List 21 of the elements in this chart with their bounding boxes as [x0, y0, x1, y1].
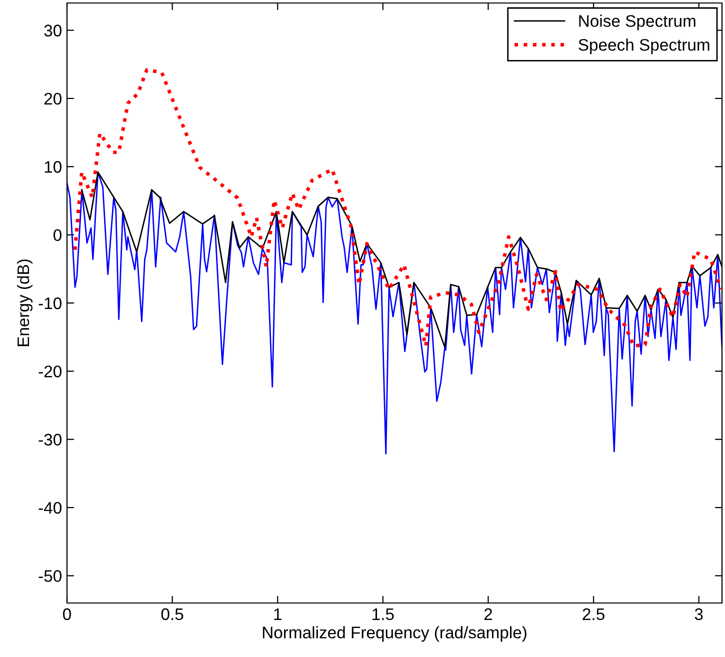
y-axis-title: Energy (dB) — [16, 260, 32, 346]
legend-label: Noise Spectrum — [579, 14, 696, 30]
x-tick-label: 0 — [63, 608, 71, 620]
y-tick-label: -50 — [38, 570, 62, 582]
y-tick-label: 20 — [44, 92, 62, 105]
y-tick-label: -10 — [38, 297, 62, 310]
x-tick-label: 2.5 — [582, 608, 604, 620]
y-tick-label: 10 — [44, 161, 62, 173]
legend-label: Speech Spectrum — [578, 38, 710, 54]
x-tick-label: 0.5 — [161, 608, 184, 620]
y-tick-label: -30 — [38, 434, 62, 446]
y-tick-label: -40 — [38, 502, 62, 514]
x-tick-label: 1.5 — [372, 608, 394, 620]
x-tick-label: 2 — [484, 608, 492, 620]
x-tick-label: 1 — [274, 608, 282, 620]
y-tick-label: 30 — [44, 24, 62, 36]
x-axis-title: Normalized Frequency (rad/sample) — [262, 626, 526, 642]
y-tick-label: 0 — [54, 229, 62, 242]
line-series — [73, 68, 722, 348]
x-tick-label: 3 — [694, 608, 703, 620]
y-tick-label: -20 — [38, 366, 62, 378]
